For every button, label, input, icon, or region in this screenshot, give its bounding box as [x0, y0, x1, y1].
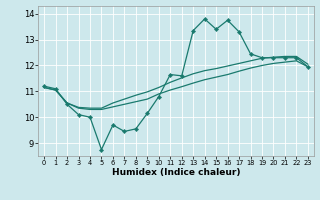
X-axis label: Humidex (Indice chaleur): Humidex (Indice chaleur) — [112, 168, 240, 177]
